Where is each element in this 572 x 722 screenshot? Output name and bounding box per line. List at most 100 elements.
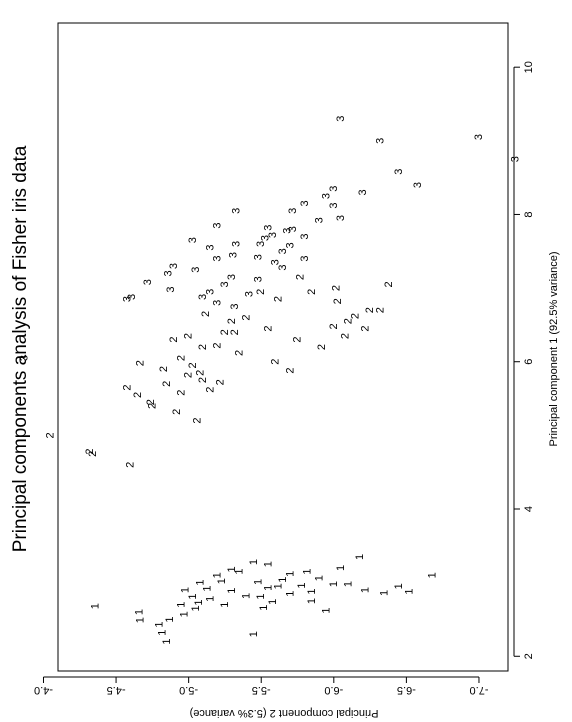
chart-title: Principal components analysis of Fisher …	[10, 145, 31, 552]
point-series-1: 1	[354, 554, 366, 560]
point-series-2: 2	[234, 350, 246, 356]
point-series-2: 2	[263, 326, 275, 332]
point-series-3: 3	[357, 189, 369, 195]
point-series-1: 1	[342, 581, 354, 587]
point-series-2: 2	[168, 337, 180, 343]
point-series-1: 1	[90, 603, 102, 609]
point-series-2: 2	[360, 326, 372, 332]
point-series-1: 1	[175, 602, 187, 608]
point-series-2: 2	[158, 366, 170, 372]
point-series-1: 1	[187, 594, 199, 600]
point-series-3: 3	[122, 296, 134, 302]
point-series-3: 3	[19, 355, 31, 361]
point-series-3: 3	[252, 254, 264, 260]
point-series-1: 1	[164, 616, 176, 622]
point-series-2: 2	[364, 307, 376, 313]
point-series-1: 1	[379, 590, 391, 596]
x-tick-label: 6	[523, 359, 535, 365]
point-series-2: 2	[339, 333, 351, 339]
point-series-1: 1	[180, 587, 192, 593]
point-series-3: 3	[197, 294, 209, 300]
point-series-2: 2	[45, 432, 57, 438]
point-series-2: 2	[229, 329, 241, 335]
point-series-2: 2	[175, 355, 187, 361]
point-series-2: 2	[135, 360, 147, 366]
point-series-1: 1	[321, 608, 333, 614]
y-axis-title: Principal component 2 (5.3% variance)	[190, 707, 379, 719]
point-series-2: 2	[219, 329, 231, 335]
point-series-3: 3	[231, 241, 243, 247]
x-axis-title: Principal component 1 (92.5% variance)	[548, 251, 560, 446]
point-series-1: 1	[263, 585, 275, 591]
point-series-3: 3	[281, 228, 293, 234]
point-series-2: 2	[204, 387, 216, 393]
x-tick-label: 4	[523, 506, 535, 512]
data-points: 1111111111111111111111111111111111111111…	[19, 116, 522, 645]
point-series-3: 3	[212, 222, 224, 228]
point-series-2: 2	[87, 451, 99, 457]
point-series-3: 3	[267, 232, 279, 238]
point-series-3: 3	[142, 279, 154, 285]
point-series-2: 2	[200, 311, 212, 317]
point-series-3: 3	[313, 217, 325, 223]
point-series-3: 3	[299, 233, 311, 239]
point-series-2: 2	[191, 418, 203, 424]
point-series-3: 3	[335, 215, 347, 221]
point-series-2: 2	[171, 409, 183, 415]
point-series-3: 3	[226, 274, 238, 280]
point-series-3: 3	[244, 291, 256, 297]
point-series-2: 2	[122, 384, 134, 390]
point-series-2: 2	[316, 344, 328, 350]
point-series-3: 3	[255, 241, 267, 247]
point-series-1: 1	[403, 588, 415, 594]
point-series-1: 1	[154, 622, 166, 628]
point-series-2: 2	[175, 390, 187, 396]
y-tick-label: -6.0	[324, 684, 343, 696]
point-series-2: 2	[212, 342, 224, 348]
point-series-3: 3	[299, 256, 311, 262]
point-series-1: 1	[296, 583, 308, 589]
point-series-1: 1	[335, 565, 347, 571]
point-series-2: 2	[350, 313, 362, 319]
point-series-2: 2	[183, 372, 195, 378]
y-tick-label: -5.5	[252, 684, 271, 696]
point-series-2: 2	[194, 370, 206, 376]
point-series-2: 2	[383, 281, 395, 287]
point-series-3: 3	[168, 263, 180, 269]
point-series-1: 1	[202, 585, 214, 591]
point-series-1: 1	[302, 569, 314, 575]
point-series-2: 2	[241, 314, 253, 320]
point-series-3: 3	[204, 245, 216, 251]
y-tick-label: -6.5	[397, 684, 416, 696]
point-series-1: 1	[258, 605, 270, 611]
point-series-2: 2	[342, 318, 354, 324]
point-series-1: 1	[216, 578, 228, 584]
point-series-3: 3	[473, 134, 485, 140]
point-series-1: 1	[161, 638, 173, 644]
point-series-2: 2	[145, 399, 157, 405]
point-series-3: 3	[212, 300, 224, 306]
point-series-3: 3	[328, 203, 340, 209]
point-series-1: 1	[306, 588, 318, 594]
point-series-3: 3	[393, 169, 405, 175]
point-series-2: 2	[292, 337, 304, 343]
point-series-1: 1	[241, 593, 253, 599]
point-series-1: 1	[427, 572, 439, 578]
point-series-1: 1	[273, 583, 285, 589]
point-series-1: 1	[133, 609, 145, 615]
plot-frame	[57, 22, 509, 672]
point-series-1: 1	[193, 599, 205, 605]
point-series-3: 3	[412, 182, 424, 188]
point-series-1: 1	[248, 559, 260, 565]
point-series-3: 3	[162, 270, 174, 276]
point-series-1: 1	[226, 566, 238, 572]
point-series-3: 3	[277, 248, 289, 254]
x-tick-label: 10	[523, 61, 535, 73]
point-series-1: 1	[212, 572, 224, 578]
point-series-1: 1	[234, 569, 246, 575]
point-series-1: 1	[226, 588, 238, 594]
y-tick-label: -5.0	[179, 684, 198, 696]
point-series-1: 1	[284, 591, 296, 597]
point-series-1: 1	[219, 602, 231, 608]
